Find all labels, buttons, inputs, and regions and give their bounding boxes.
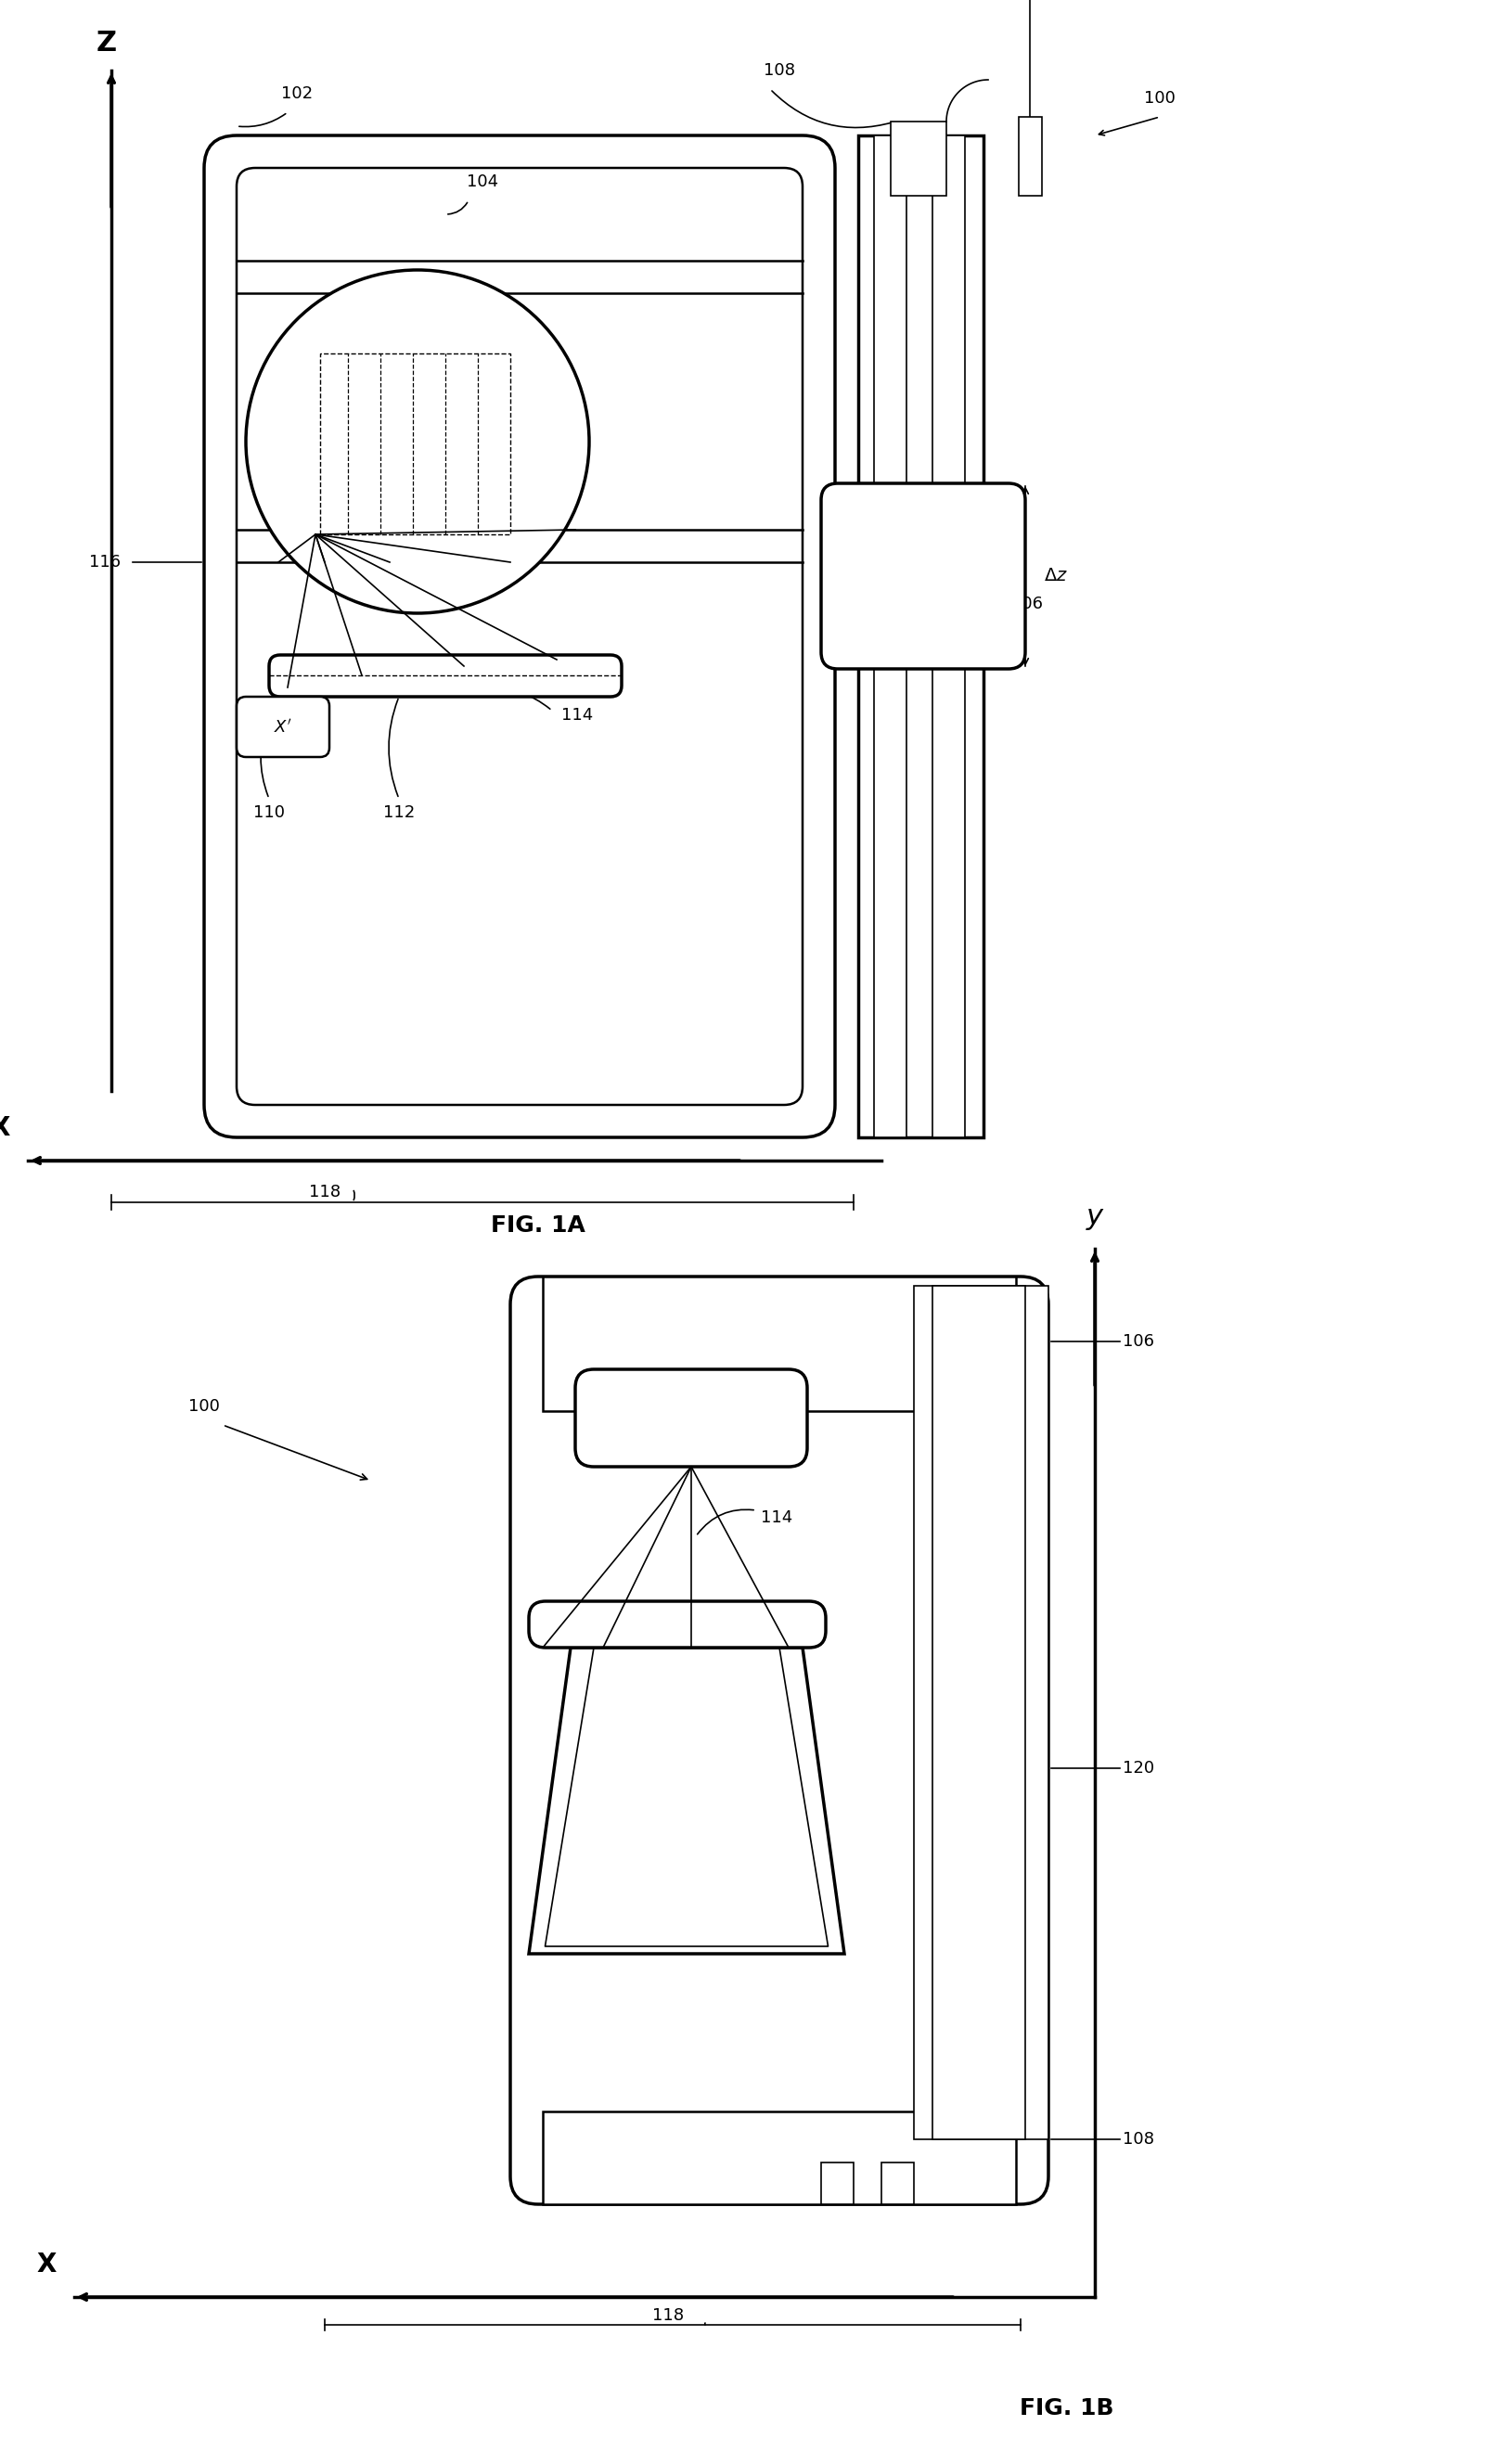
Bar	[874, 136, 907, 1138]
Text: FIG. 1A: FIG. 1A	[491, 1215, 586, 1237]
FancyBboxPatch shape	[822, 483, 1026, 668]
Text: 100: 100	[188, 1397, 219, 1414]
Bar	[890, 121, 947, 195]
Text: FIG. 1B: FIG. 1B	[1020, 2397, 1114, 2420]
Text: X: X	[36, 2252, 57, 2277]
Text: y: y	[1087, 1202, 1103, 1230]
Text: 112: 112	[383, 803, 414, 821]
Text: $\Delta z$: $\Delta z$	[1044, 567, 1068, 584]
Text: 118: 118	[309, 1183, 340, 1200]
Text: 116: 116	[89, 554, 121, 572]
FancyBboxPatch shape	[204, 136, 835, 1138]
Bar	[859, 136, 984, 1138]
Text: $X'$: $X'$	[274, 719, 292, 737]
Text: 102: 102	[282, 86, 313, 101]
FancyBboxPatch shape	[576, 1370, 807, 1466]
Bar	[932, 1286, 1026, 2139]
Text: 118: 118	[652, 2306, 684, 2324]
Text: 114: 114	[561, 707, 593, 724]
Bar	[914, 1286, 1048, 2139]
Bar	[822, 2163, 853, 2205]
Text: X: X	[0, 1116, 10, 1141]
Text: 106: 106	[1123, 1333, 1154, 1350]
FancyBboxPatch shape	[510, 1276, 1048, 2205]
Text: 110: 110	[253, 803, 285, 821]
Text: 108: 108	[1123, 2131, 1154, 2149]
FancyBboxPatch shape	[237, 168, 802, 1104]
Text: 106: 106	[1011, 596, 1042, 611]
FancyBboxPatch shape	[268, 655, 622, 697]
Polygon shape	[529, 1648, 844, 1954]
Bar	[1018, 116, 1042, 195]
Bar	[881, 2163, 914, 2205]
Bar	[543, 1276, 1015, 1412]
Circle shape	[246, 271, 589, 614]
FancyBboxPatch shape	[529, 1602, 826, 1648]
Bar	[321, 352, 510, 535]
Text: 108: 108	[763, 62, 795, 79]
Bar	[932, 136, 965, 1138]
Text: 120: 120	[1123, 1759, 1154, 1777]
Text: Z: Z	[97, 30, 116, 57]
Text: 100: 100	[1144, 91, 1175, 106]
Text: 104: 104	[467, 172, 498, 190]
FancyBboxPatch shape	[237, 697, 330, 756]
Bar	[543, 2112, 1015, 2205]
Text: 114: 114	[760, 1510, 793, 1525]
Text: 102: 102	[587, 1700, 619, 1717]
